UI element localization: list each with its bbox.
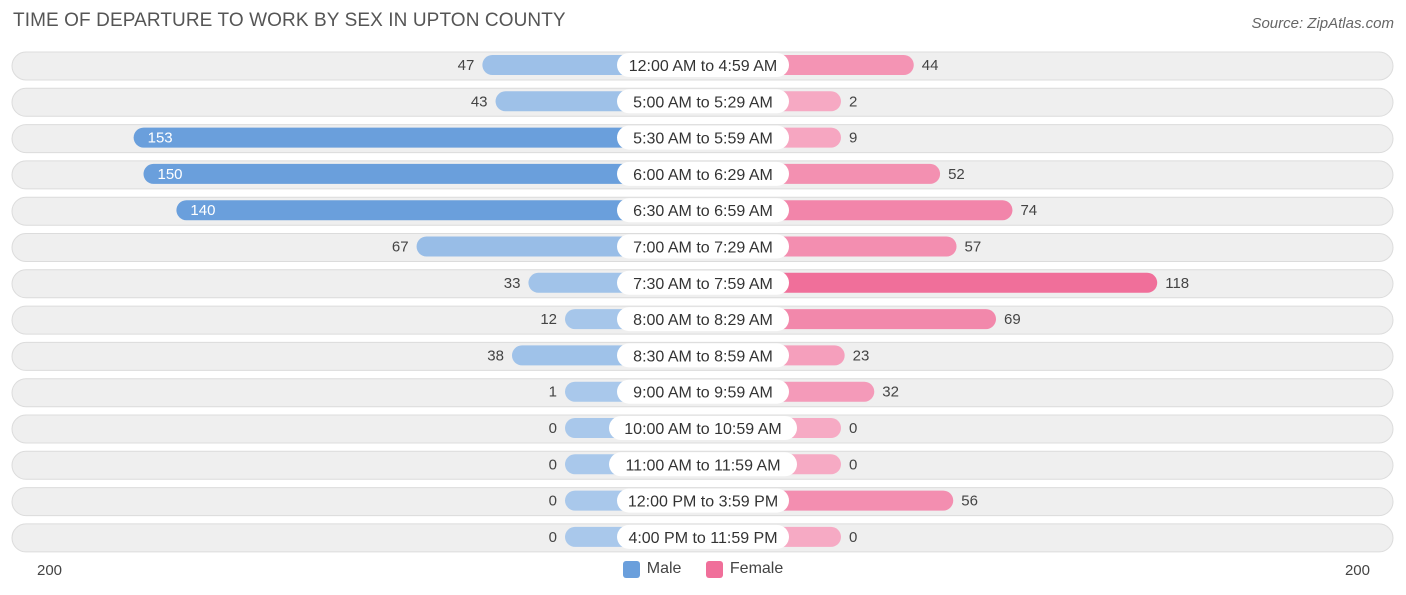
legend-item-male[interactable]: Male <box>622 560 682 578</box>
female-value-label: 2 <box>849 93 857 110</box>
category-label: 7:30 AM to 7:59 AM <box>633 276 773 293</box>
chart-title: TIME OF DEPARTURE TO WORK BY SEX IN UPTO… <box>13 10 566 31</box>
female-swatch <box>705 560 723 578</box>
category-label-pill <box>609 416 797 440</box>
male-value-label: 47 <box>458 57 475 74</box>
category-label: 5:30 AM to 5:59 AM <box>633 131 773 148</box>
male-value-label: 140 <box>190 202 215 219</box>
axis-min-label: 200 <box>37 562 63 579</box>
male-bar <box>176 200 703 221</box>
female-bar <box>703 272 1158 293</box>
category-label: 9:00 AM to 9:59 AM <box>633 385 773 402</box>
male-swatch <box>622 560 640 578</box>
category-label: 8:00 AM to 8:29 AM <box>633 312 773 329</box>
category-label: 12:00 AM to 4:59 AM <box>629 58 778 75</box>
legend: Male Female <box>0 560 1406 583</box>
axis-max-label: 200 <box>1344 562 1370 579</box>
category-label: 12:00 PM to 3:59 PM <box>628 494 778 511</box>
female-value-label: 32 <box>882 384 899 401</box>
category-label: 5:00 AM to 5:29 AM <box>633 94 773 111</box>
female-value-label: 52 <box>948 166 965 183</box>
category-label-pill <box>617 234 789 259</box>
male-value-label: 43 <box>471 93 488 110</box>
category-label: 8:30 AM to 8:59 AM <box>633 348 773 365</box>
category-label: 11:00 AM to 11:59 AM <box>625 457 780 474</box>
category-label-pill <box>617 379 789 404</box>
female-value-label: 9 <box>849 130 857 147</box>
category-label-pill <box>617 488 789 513</box>
female-value-label: 0 <box>849 456 857 473</box>
male-value-label: 33 <box>504 275 521 292</box>
category-label: 10:00 AM to 10:59 AM <box>624 421 781 438</box>
female-value-label: 57 <box>965 239 982 256</box>
male-value-label: 150 <box>158 166 183 183</box>
female-value-label: 0 <box>849 529 857 546</box>
category-label-pill <box>617 53 789 77</box>
legend-item-female[interactable]: Female <box>705 560 784 578</box>
male-value-label: 0 <box>549 529 557 546</box>
female-value-label: 56 <box>961 493 978 510</box>
legend-label-female: Female <box>729 560 784 577</box>
chart-svg: 47 44 12:00 AM to 4:59 AM 43 2 5:00 AM to 5:2… <box>11 51 1394 553</box>
category-label: 6:00 AM to 6:29 AM <box>633 167 773 184</box>
female-value-label: 44 <box>922 57 939 74</box>
male-value-label: 1 <box>549 384 557 401</box>
category-label-pill <box>617 524 789 549</box>
male-value-label: 12 <box>540 311 557 328</box>
female-value-label: 0 <box>849 420 857 437</box>
source-label: Source: ZipAtlas.com <box>1251 15 1394 32</box>
male-value-label: 67 <box>392 239 409 256</box>
female-value-label: 69 <box>1004 311 1021 328</box>
male-value-label: 153 <box>148 130 173 147</box>
category-label-pill <box>617 125 789 150</box>
male-value-label: 0 <box>549 456 557 473</box>
male-bar <box>143 163 703 184</box>
category-label-pill <box>617 89 789 114</box>
legend-label-male: Male <box>646 560 682 577</box>
female-value-label: 23 <box>853 347 870 364</box>
female-value-label: 74 <box>1020 202 1037 219</box>
male-value-label: 0 <box>549 493 557 510</box>
male-value-label: 0 <box>549 420 557 437</box>
category-label: 7:00 AM to 7:29 AM <box>633 240 773 257</box>
category-label-pill <box>609 452 797 477</box>
category-label-pill <box>617 307 789 332</box>
male-bar <box>133 127 703 148</box>
category-label: 4:00 PM to 11:59 PM <box>628 530 777 547</box>
category-label-pill <box>617 198 789 223</box>
category-label-pill <box>617 270 789 295</box>
male-value-label: 38 <box>487 347 504 364</box>
category-label-pill <box>617 343 789 368</box>
female-value-label: 118 <box>1165 275 1189 292</box>
category-label-pill <box>617 161 789 186</box>
category-label: 6:30 AM to 6:59 AM <box>633 203 773 220</box>
